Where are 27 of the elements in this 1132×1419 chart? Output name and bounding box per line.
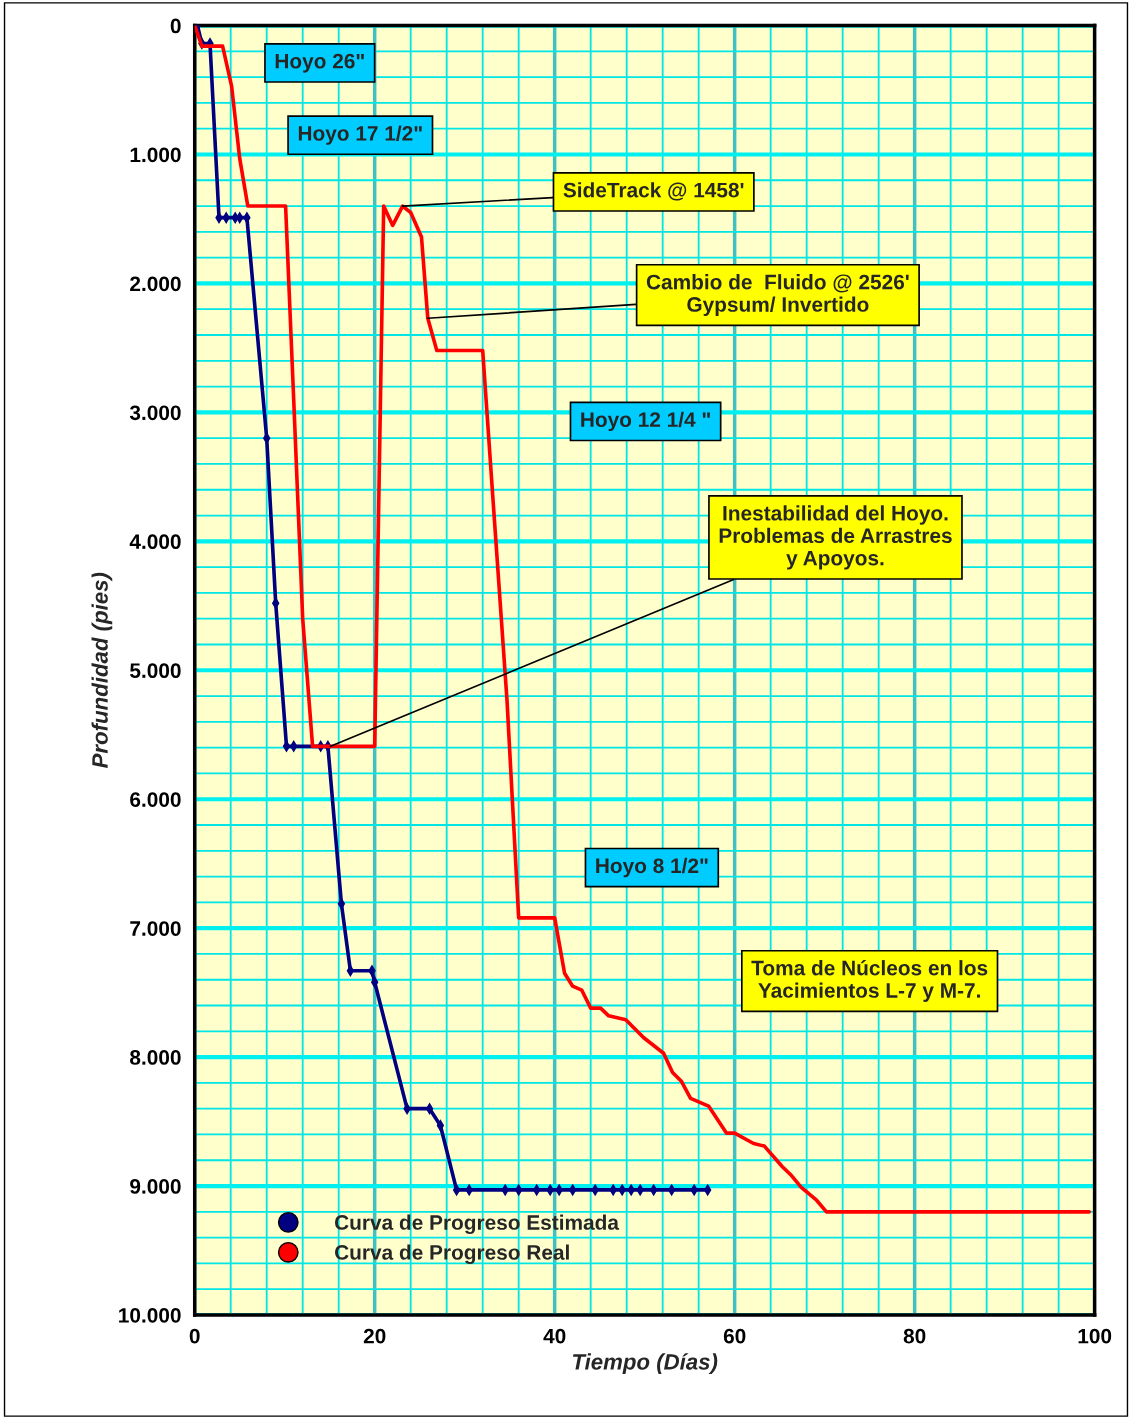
y-axis-title: Profundidad (pies)	[91, 572, 113, 769]
y-tick-label: 7.000	[130, 921, 181, 936]
annotation: Hoyo 17 1/2"	[298, 125, 422, 145]
y-tick-label: 9.000	[130, 1179, 181, 1194]
y-tick-label: 1.000	[130, 147, 181, 163]
annotation: Hoyo 8 1/2"	[596, 857, 708, 878]
y-tick-label: 10.000	[119, 1307, 181, 1323]
annotation: Hoyo 12 1/4 "	[581, 411, 710, 432]
x-tick-label: 60	[723, 1328, 746, 1344]
x-tick-label: 40	[543, 1328, 566, 1344]
x-tick-label: 80	[903, 1328, 926, 1344]
y-tick-label: 4.000	[129, 534, 181, 550]
y-tick-label: 8.000	[130, 1050, 181, 1065]
annotation: Cambio de Fluido @ 2526' Gypsum/ Invertido	[646, 274, 909, 316]
x-tick-label: 20	[363, 1328, 386, 1344]
annotation: Toma de Núcleos en los Yacimientos L-7 y M-7.	[751, 959, 988, 1002]
y-tick-label: 3.000	[129, 405, 181, 421]
annotation: Inestabilidad del Hoyo. Problemas de Arrastres y Apoyos.	[719, 505, 952, 570]
y-tick-label: 2.000	[130, 276, 181, 292]
x-axis-title: Tiempo (Días)	[572, 1353, 718, 1375]
y-tick-label: 5.000	[130, 663, 181, 679]
y-tick-label: 0	[170, 18, 181, 34]
annotation: SideTrack @ 1458'	[563, 182, 744, 201]
y-tick-label: 6.000	[130, 792, 181, 807]
annotation: Hoyo 26"	[275, 53, 364, 73]
x-tick-label: 0	[189, 1328, 200, 1344]
x-tick-label: 100	[1078, 1328, 1112, 1344]
